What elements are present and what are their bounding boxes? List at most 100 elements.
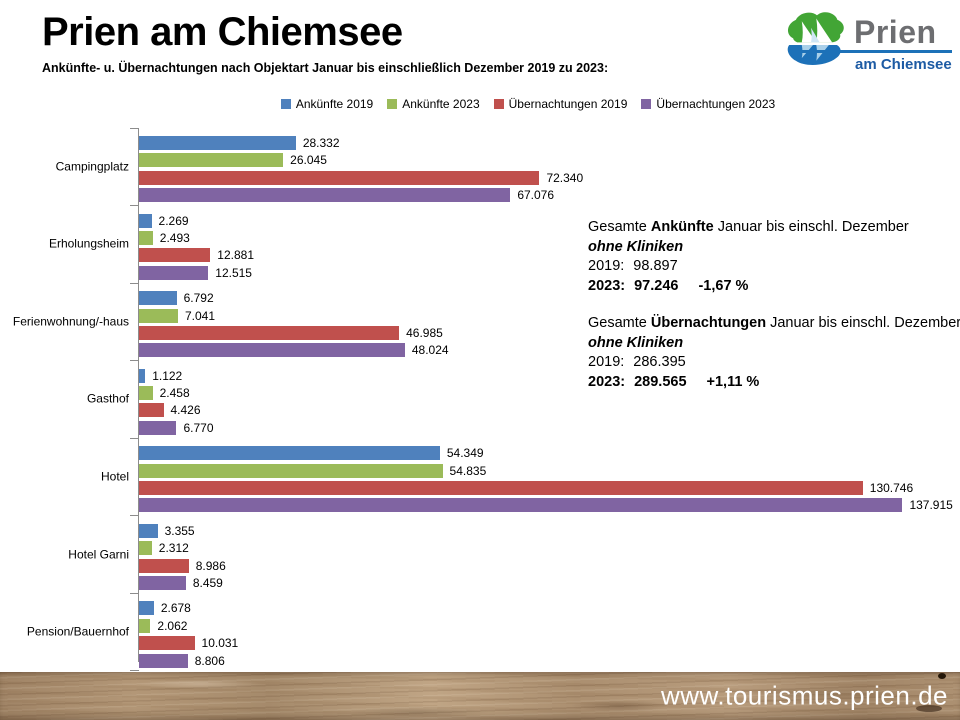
category-label: Hotel Garni	[68, 547, 129, 562]
chart-category-row: Pension/Bauernhof 2.678 2.062 10.031 8.806	[27, 592, 928, 672]
bar-value-label: 54.349	[446, 446, 484, 461]
footer-url[interactable]: www.tourismus.prien.de	[661, 680, 948, 711]
bar-value-label: 48.024	[411, 343, 449, 358]
annotation-overnights: Gesamte Übernachtungen Januar bis einsch…	[588, 314, 960, 392]
bar	[139, 575, 186, 590]
bar-chart: Campingplatz 28.332 26.045 72.340 67.076 Erho…	[13, 127, 953, 672]
legend-swatch-icon	[280, 99, 291, 109]
legend-item: Ankünfte 2019	[280, 97, 373, 111]
bar	[139, 368, 146, 383]
bar-value-label: 3.355	[164, 523, 195, 538]
bar	[139, 601, 154, 616]
axis-tick	[130, 282, 139, 284]
bar-value-label: 2.312	[158, 541, 189, 556]
bar-value-label: 130.746	[869, 481, 914, 496]
annotation-change-percent: -1,67 %	[698, 277, 749, 294]
annotation-lead: Gesamte	[588, 315, 647, 331]
bar	[139, 636, 195, 651]
annotation-keyword: Übernachtungen	[650, 315, 767, 331]
bar	[139, 463, 443, 478]
legend-swatch-icon	[387, 99, 398, 109]
bar-value-label: 28.332	[302, 136, 340, 150]
bar	[139, 213, 152, 228]
bar-value-label: 26.045	[290, 153, 327, 168]
legend-item: Übernachtungen 2019	[493, 97, 628, 111]
bar	[139, 618, 151, 633]
legend-label: Übernachtungen 2023	[656, 97, 776, 111]
legend-swatch-icon	[641, 99, 652, 109]
legend-item: Ankünfte 2023	[387, 97, 480, 111]
footer-bar: www.tourismus.prien.de	[0, 672, 960, 720]
annotation-arrivals: Gesamte Ankünfte Januar bis einschl. Dez…	[588, 218, 960, 296]
annotation-exclusion: ohne Kliniken	[588, 238, 684, 255]
category-label: Ferienwohnung/-haus	[12, 314, 129, 329]
bar-value-label: 67.076	[517, 188, 555, 203]
bar-value-label: 46.985	[406, 325, 443, 340]
annotation-2023-value: 97.246	[634, 277, 679, 294]
bar-value-label: 72.340	[546, 170, 584, 185]
bar	[139, 498, 903, 513]
bar-value-label: 4.426	[170, 403, 201, 418]
chart-category-row: Hotel 54.349 54.835 130.746 137.915	[101, 437, 953, 516]
bar-value-label: 1.122	[152, 368, 183, 383]
bar-value-label: 10.031	[201, 636, 239, 651]
annotation-2019-value: 286.395	[633, 354, 686, 370]
axis-tick	[130, 437, 139, 439]
bar	[139, 386, 153, 401]
bar	[139, 653, 188, 668]
chart-category-row: Hotel Garni 3.355 2.312 8.986 8.459	[68, 515, 928, 594]
legend-item: Übernachtungen 2023	[641, 97, 775, 111]
logo-wordmark: Prien	[854, 14, 937, 50]
chart-category-row: Ferienwohnung/-haus 6.792 7.041 46.985 48.02…	[13, 282, 928, 361]
annotation-2023-label: 2023:	[588, 277, 626, 294]
category-label: Hotel	[100, 469, 129, 484]
chart-category-row: Erholungsheim 2.269 2.493 12.881 12.515	[49, 205, 928, 284]
bar-value-label: 6.770	[183, 420, 214, 435]
bar-value-label: 137.915	[909, 498, 953, 513]
annotation-2023-label: 2023:	[588, 373, 626, 390]
chart-legend: Ankünfte 2019 Ankünfte 2023 Übernachtungen…	[138, 97, 918, 111]
bar-value-label: 12.515	[215, 265, 252, 280]
category-label: Gasthof	[86, 391, 129, 406]
axis-tick	[130, 205, 139, 207]
bar	[139, 248, 211, 263]
bar-value-label: 2.062	[157, 618, 188, 633]
wood-knot	[938, 673, 946, 679]
page-subtitle: Ankünfte- u. Übernachtungen nach Objekta…	[42, 61, 609, 75]
bar-value-label: 2.458	[159, 386, 190, 401]
bar-value-label: 54.835	[449, 463, 487, 478]
bar	[139, 343, 405, 358]
bar	[139, 291, 177, 306]
bar-value-label: 2.493	[159, 230, 190, 245]
chart-category-row: Gasthof 1.122 2.458 4.426 6.770	[87, 360, 928, 439]
annotation-2019-value: 98.897	[633, 258, 678, 274]
axis-tick	[130, 592, 139, 594]
annotation-lead: Gesamte	[588, 219, 647, 235]
annotation-2023-value: 289.565	[634, 373, 687, 390]
bar	[139, 523, 158, 538]
bar	[139, 265, 209, 280]
axis-tick	[130, 670, 139, 672]
bar-value-label: 8.806	[194, 653, 225, 668]
legend-swatch-icon	[493, 99, 504, 109]
category-label: Campingplatz	[55, 159, 129, 174]
page-title: Prien am Chiemsee	[42, 10, 403, 54]
annotation-tail: Januar bis einschl. Dezember	[717, 219, 909, 235]
wood-knot	[916, 705, 942, 712]
annotation-exclusion: ohne Kliniken	[588, 334, 684, 351]
bar	[139, 136, 296, 150]
bar	[139, 170, 540, 185]
bar-value-label: 7.041	[184, 308, 215, 323]
bar	[139, 188, 511, 203]
prien-logo: Prien am Chiemsee	[780, 8, 952, 80]
annotation-2019-label: 2019:	[588, 258, 625, 274]
annotation-keyword: Ankünfte	[650, 219, 714, 235]
annotation-2019-label: 2019:	[588, 354, 625, 370]
bar	[139, 153, 284, 168]
annotation-change-percent: +1,11 %	[706, 373, 760, 390]
legend-label: Übernachtungen 2019	[508, 97, 628, 111]
annotation-tail: Januar bis einschl. Dezember	[770, 315, 960, 331]
logo-lake-sails-icon	[787, 12, 844, 66]
logo-divider-line	[790, 50, 952, 53]
bar	[139, 558, 189, 573]
